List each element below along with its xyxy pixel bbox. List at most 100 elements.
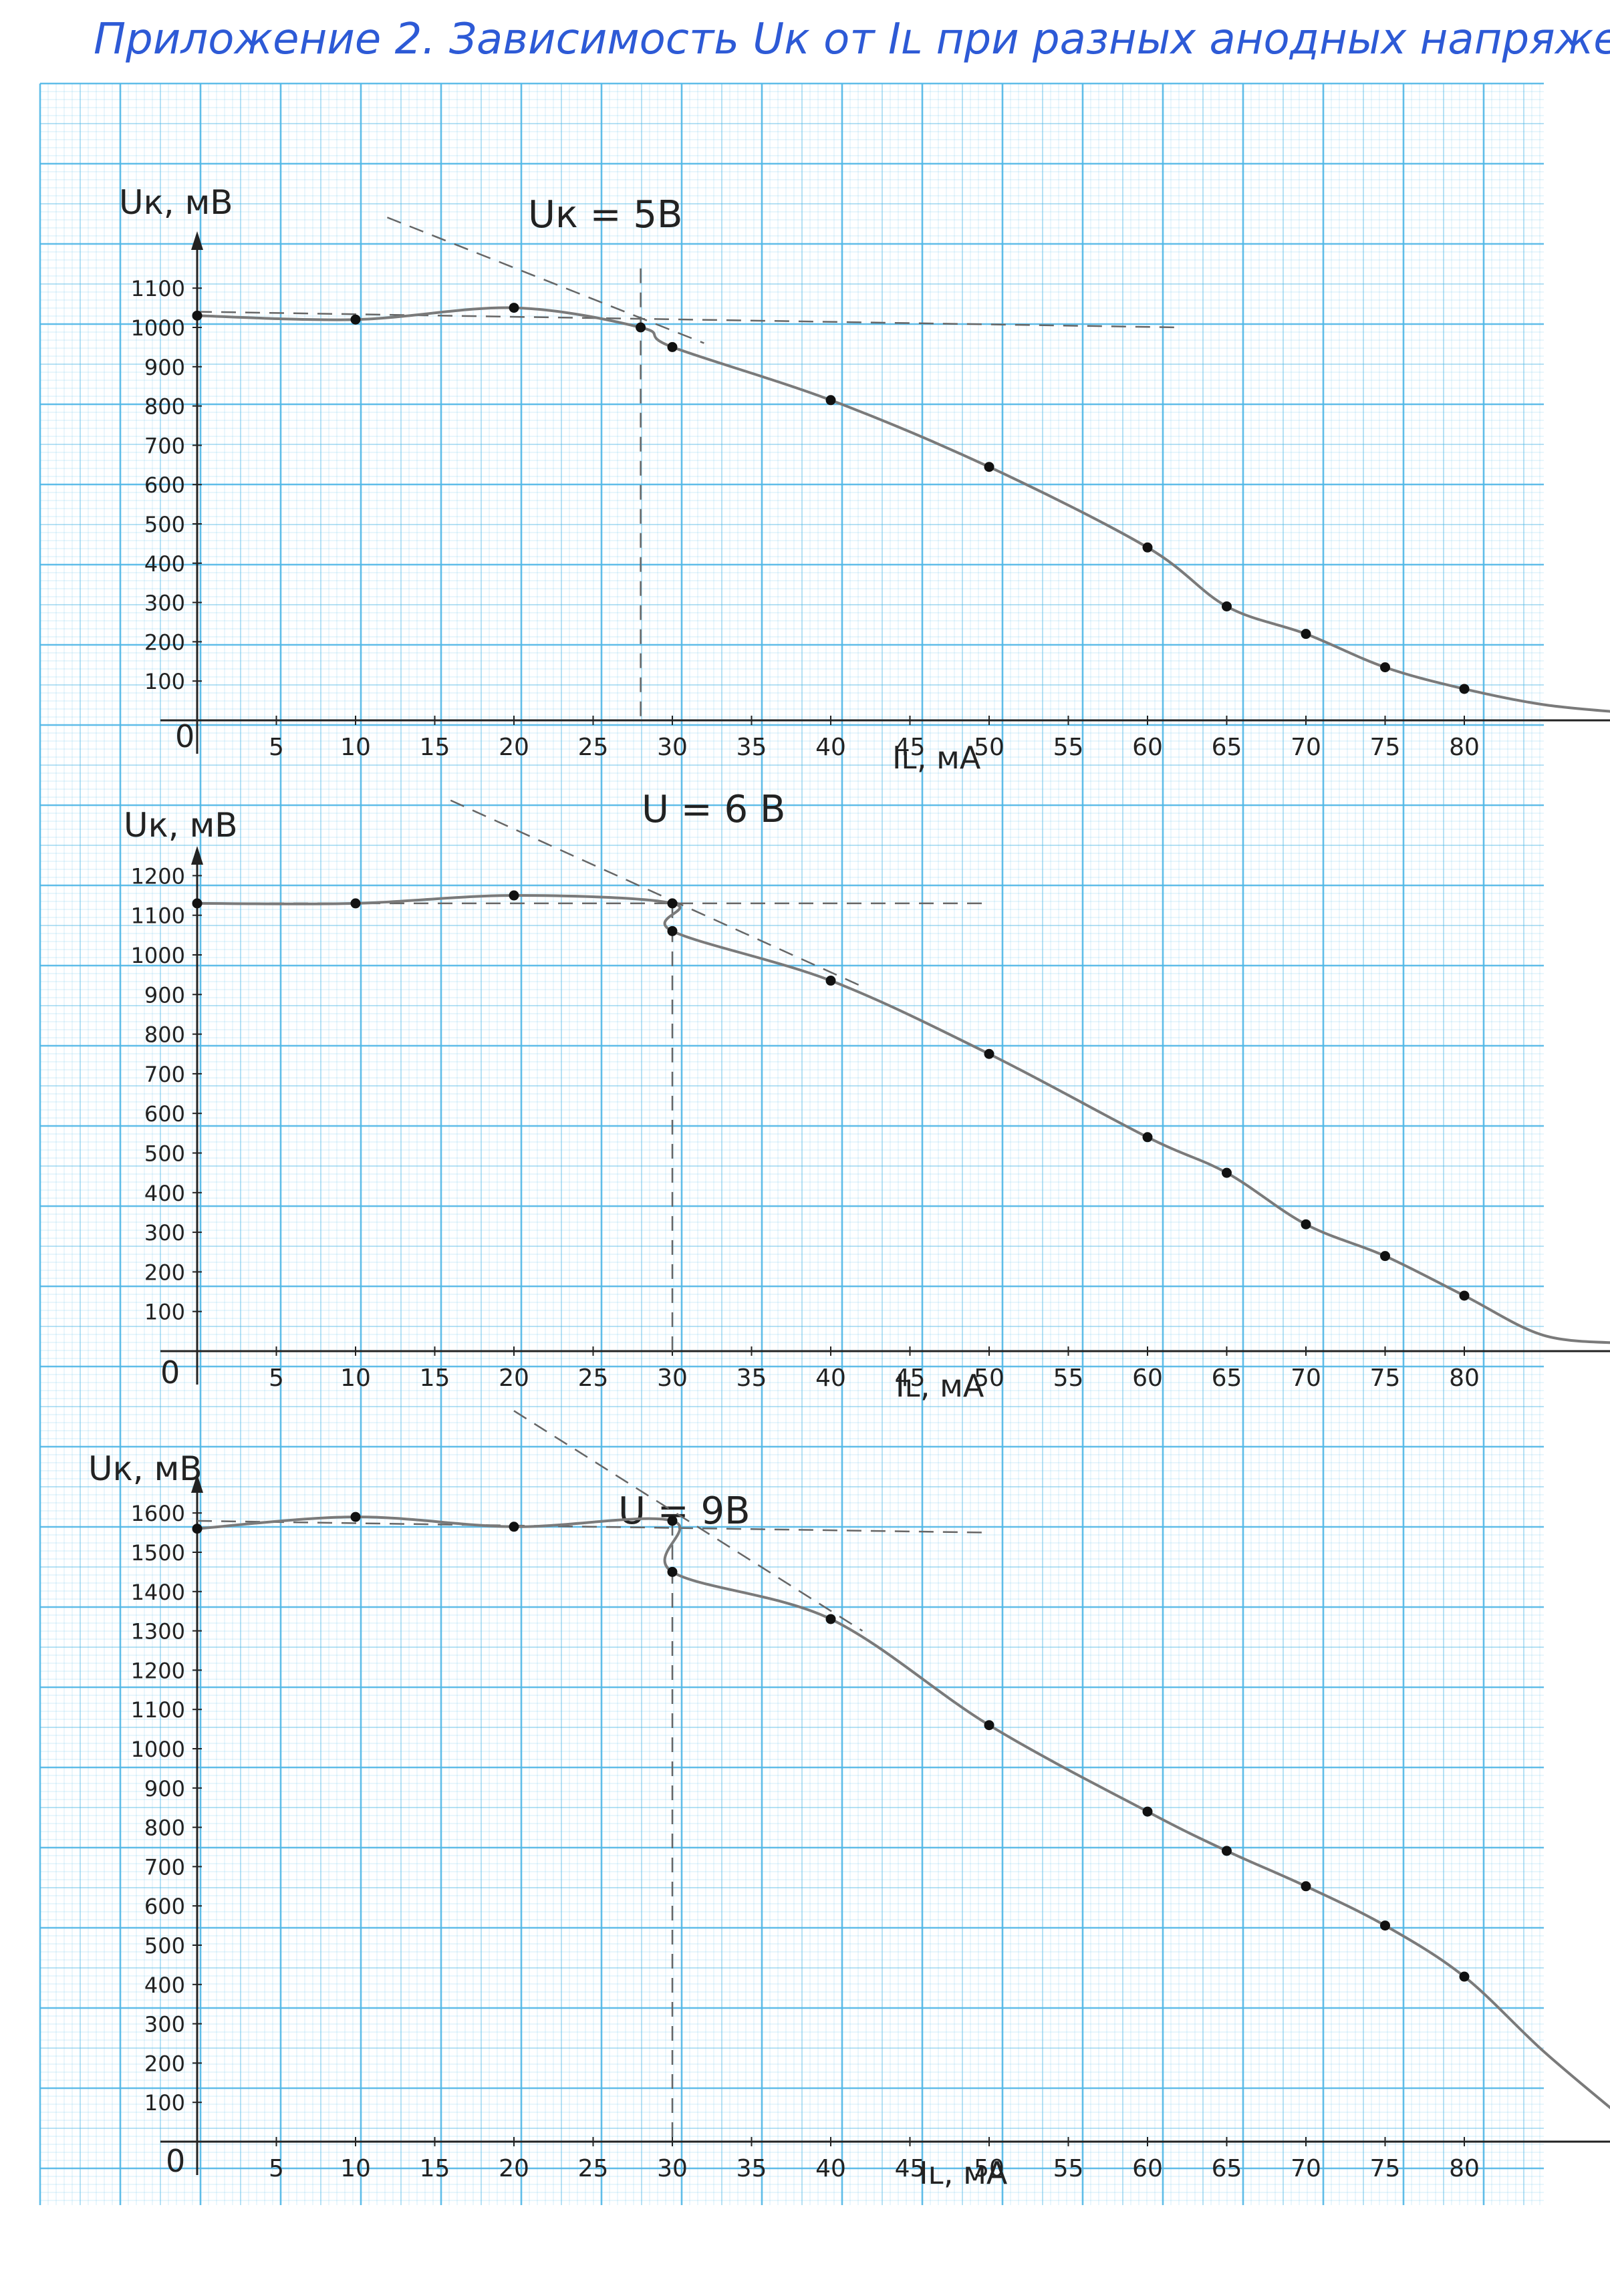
data-point — [667, 898, 678, 909]
y-tick-label: 100 — [144, 1300, 185, 1325]
data-point — [1222, 1846, 1232, 1856]
x-tick-label: 25 — [578, 1365, 609, 1392]
data-point — [1459, 1971, 1470, 1982]
y-axis-label: Uк, мВ — [88, 1449, 203, 1488]
y-tick-label: 700 — [144, 1854, 185, 1880]
x-tick-label: 40 — [815, 734, 846, 761]
y-tick-label: 800 — [144, 1022, 185, 1048]
x-tick-label: 50 — [974, 734, 1004, 761]
x-tick-label: 15 — [420, 2155, 450, 2182]
y-tick-label: 900 — [144, 982, 185, 1008]
flat-asymptote-line — [196, 1520, 990, 1534]
origin-label: 0 — [166, 2143, 185, 2179]
y-tick-label: 200 — [144, 1260, 185, 1285]
x-tick-label: 75 — [1370, 1365, 1401, 1392]
x-tick-label: 60 — [1132, 734, 1163, 761]
data-point — [1142, 542, 1153, 553]
y-axis-arrow — [191, 846, 203, 865]
page-title: Приложение 2. Зависимость Uк от Iʟ при р… — [94, 15, 1610, 64]
y-tick-label: 600 — [144, 1894, 185, 1919]
data-point — [667, 925, 678, 936]
y-axis-label: Uк, мВ — [124, 806, 238, 845]
data-point — [984, 462, 994, 472]
chart-title: U = 6 В — [642, 788, 785, 831]
x-tick-label: 40 — [815, 2155, 846, 2182]
y-tick-label: 1500 — [131, 1540, 185, 1566]
data-point — [667, 341, 678, 352]
data-point — [509, 1522, 519, 1532]
x-tick-label: 30 — [657, 2155, 688, 2182]
y-tick-label: 600 — [144, 472, 185, 498]
x-tick-label: 75 — [1370, 2155, 1401, 2182]
x-tick-label: 75 — [1370, 734, 1401, 761]
y-axis-label: Uк, мВ — [119, 183, 233, 222]
y-tick-label: 300 — [144, 2012, 185, 2037]
x-tick-label: 45 — [895, 1365, 926, 1392]
data-point — [825, 976, 836, 986]
data-point — [1301, 1219, 1311, 1230]
y-tick-label: 500 — [144, 1933, 185, 1959]
x-tick-label: 45 — [895, 734, 926, 761]
x-tick-label: 5 — [269, 2155, 284, 2182]
x-tick-label: 20 — [499, 2155, 529, 2182]
y-tick-label: 500 — [144, 512, 185, 537]
y-tick-label: 100 — [144, 669, 185, 694]
data-point — [667, 1566, 678, 1577]
x-axis-label: Iʟ, мА — [892, 740, 981, 776]
x-tick-label: 80 — [1449, 1365, 1480, 1392]
y-tick-label: 100 — [144, 2090, 185, 2116]
y-tick-label: 900 — [144, 1776, 185, 1802]
y-tick-label: 1000 — [131, 315, 185, 341]
y-tick-label: 1000 — [131, 943, 185, 968]
x-tick-label: 20 — [499, 1365, 529, 1392]
x-tick-label: 55 — [1053, 1365, 1084, 1392]
x-tick-label: 55 — [1053, 734, 1084, 761]
data-point — [825, 1614, 836, 1624]
x-tick-label: 5 — [269, 734, 284, 761]
y-tick-label: 1100 — [131, 1697, 185, 1723]
x-tick-label: 30 — [657, 1365, 688, 1392]
x-tick-label: 10 — [340, 2155, 371, 2182]
y-tick-label: 400 — [144, 1181, 185, 1206]
x-tick-label: 65 — [1212, 734, 1242, 761]
data-point — [350, 898, 361, 909]
x-tick-label: 70 — [1291, 734, 1321, 761]
y-tick-label: 500 — [144, 1141, 185, 1167]
x-tick-label: 15 — [420, 1365, 450, 1392]
y-tick-label: 1600 — [131, 1501, 185, 1526]
y-tick-label: 1100 — [131, 903, 185, 929]
x-tick-label: 50 — [974, 1365, 1004, 1392]
data-point — [1301, 1881, 1311, 1892]
x-tick-label: 10 — [340, 1365, 371, 1392]
y-tick-label: 1300 — [131, 1619, 185, 1644]
x-tick-label: 40 — [815, 1365, 846, 1392]
chart-title: U = 9В — [618, 1489, 751, 1533]
x-tick-label: 45 — [895, 2155, 926, 2182]
x-tick-label: 50 — [974, 2155, 1004, 2182]
chart-title: Uк = 5В — [528, 193, 682, 237]
y-axis-arrow — [191, 231, 203, 250]
x-tick-label: 25 — [578, 734, 609, 761]
data-point — [825, 395, 836, 406]
flat-asymptote-line — [196, 311, 1180, 329]
x-axis-label: Iʟ, мА — [896, 1368, 984, 1404]
x-tick-label: 60 — [1132, 2155, 1163, 2182]
data-point — [509, 303, 519, 313]
y-tick-label: 1200 — [131, 863, 185, 889]
y-tick-label: 800 — [144, 1816, 185, 1841]
data-point — [192, 1524, 203, 1534]
x-tick-label: 65 — [1212, 2155, 1242, 2182]
x-tick-label: 35 — [736, 1365, 767, 1392]
data-point — [1222, 601, 1232, 611]
data-point — [667, 1516, 678, 1526]
data-point — [1380, 1920, 1390, 1931]
y-tick-label: 800 — [144, 394, 185, 420]
data-point — [1222, 1167, 1232, 1178]
data-point — [636, 322, 646, 333]
x-tick-label: 35 — [736, 734, 767, 761]
data-point — [1142, 1806, 1153, 1817]
data-point — [984, 1048, 994, 1059]
x-tick-label: 35 — [736, 2155, 767, 2182]
tangent-line — [386, 217, 704, 344]
